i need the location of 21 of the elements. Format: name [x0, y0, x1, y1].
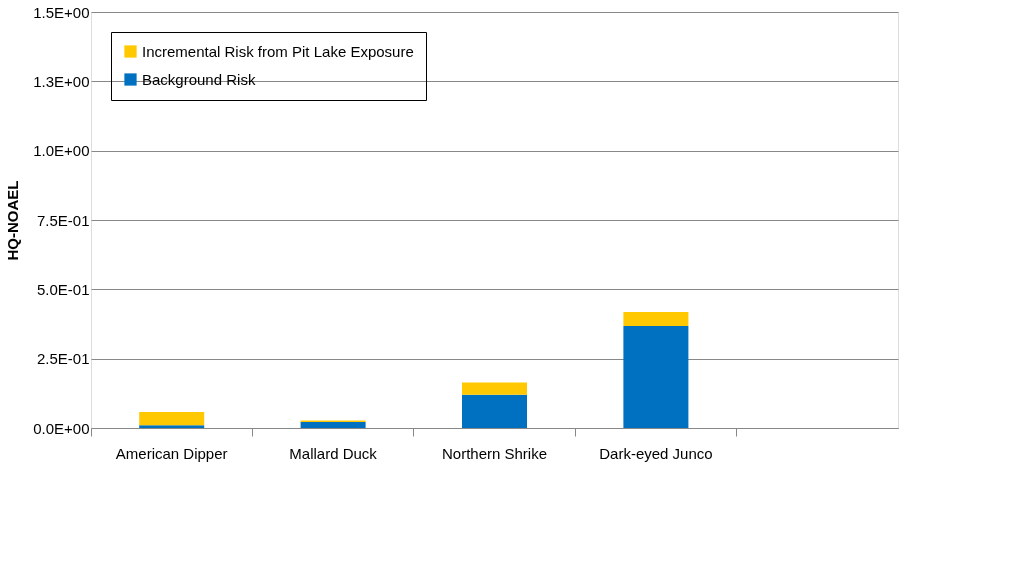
y-axis-title: HQ-NOAEL	[4, 180, 22, 261]
bar	[623, 312, 689, 326]
y-tick-label: 0.0E+00	[33, 419, 90, 437]
y-tick-label: 7.5E-01	[36, 211, 90, 229]
bar	[462, 394, 527, 428]
x-tick-label: Mallard Duck	[289, 444, 378, 462]
bar	[300, 421, 366, 428]
bar	[462, 382, 527, 395]
x-tick-label: Northern Shrike	[441, 444, 548, 462]
x-tick-label: Dark-eyed Junco	[599, 444, 713, 462]
bar	[623, 325, 689, 428]
bar	[139, 425, 205, 428]
legend-label: Background Risk	[142, 70, 256, 88]
x-tick-label: American Dipper	[115, 444, 228, 462]
y-tick-label: 1.5E+00	[33, 3, 90, 21]
legend-label: Incremental Risk from Pit Lake Exposure	[142, 42, 414, 60]
y-tick-label: 2.5E-01	[36, 350, 90, 368]
y-tick-label: 5.0E-01	[36, 280, 90, 298]
y-tick-label: 1.0E+00	[33, 142, 90, 160]
bar	[139, 411, 205, 426]
y-tick-label: 1.3E+00	[33, 72, 90, 90]
